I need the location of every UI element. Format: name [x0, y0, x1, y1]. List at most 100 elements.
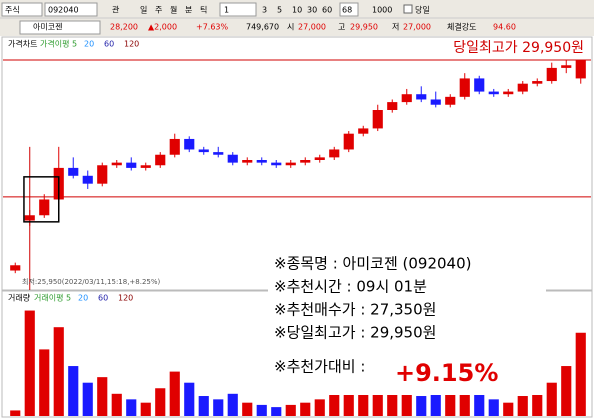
- volume-bar: [401, 393, 412, 416]
- candle-body: [358, 128, 369, 134]
- interval-button[interactable]: 60: [322, 6, 332, 15]
- candle-body: [532, 81, 543, 84]
- market: 주식: [5, 6, 20, 15]
- candle-body: [227, 154, 238, 163]
- volume-bar: [169, 371, 180, 416]
- period-button[interactable]: 일: [140, 6, 147, 15]
- candle-body: [10, 265, 21, 271]
- watch-button[interactable]: 관: [112, 5, 120, 15]
- candle-body: [387, 102, 398, 110]
- today-checkbox[interactable]: [403, 4, 413, 14]
- open: 27,000: [298, 23, 326, 32]
- name-box: [19, 20, 101, 35]
- interval-button[interactable]: 30: [307, 6, 317, 15]
- volume-bar: [184, 382, 195, 416]
- rate: +7.63%: [196, 23, 229, 32]
- candle-body: [430, 99, 441, 105]
- volume-bar: [126, 399, 137, 416]
- candle-body: [416, 94, 427, 100]
- high: 29,950: [350, 23, 378, 32]
- legend-entry: 60: [104, 40, 114, 49]
- count: 68: [342, 6, 352, 15]
- today: 당일: [415, 5, 430, 15]
- overlay-highlight: +9.15%: [395, 359, 498, 387]
- overlay-line: ※당일최고가 : 29,950원: [274, 324, 436, 342]
- market-select[interactable]: [1, 2, 43, 17]
- price: 28,200: [110, 23, 138, 32]
- candle-body: [329, 149, 340, 158]
- candle-body: [256, 160, 267, 163]
- candle-body: [140, 165, 151, 168]
- candle-body: [445, 96, 456, 105]
- volume-bar: [271, 407, 282, 416]
- volume-bar: [459, 377, 470, 416]
- volume-bar: [343, 382, 354, 416]
- candle-body: [213, 152, 224, 155]
- interval-buttons: 3 5 10 30 60: [262, 6, 332, 15]
- period-button[interactable]: 분: [185, 6, 192, 15]
- volume-bar: [227, 393, 238, 416]
- legend-entry: 60: [98, 294, 108, 303]
- legend-entry: 120: [118, 294, 133, 303]
- volume-bar: [97, 377, 108, 416]
- change: ▲2,000: [148, 23, 177, 32]
- count-input[interactable]: [339, 2, 359, 17]
- volume-bar: [256, 404, 267, 416]
- candle-body: [517, 83, 528, 92]
- high-label: 당일최고가 29,950원: [453, 40, 584, 56]
- code: 092040: [48, 6, 79, 15]
- volume-bar: [358, 377, 369, 416]
- overlay: ※종목명 : 아미코젠 (092040) ※추천시간 : 09시 01분 ※추천매수…: [274, 255, 498, 388]
- volume-bar: [198, 396, 209, 416]
- overlay-line: ※추천시간 : 09시 01분: [274, 278, 427, 296]
- candle-body: [111, 162, 122, 166]
- volume-bar: [140, 402, 151, 416]
- volume-bar: [445, 384, 456, 416]
- legend-entry: 가격차트: [8, 39, 37, 49]
- candle-body: [401, 94, 412, 103]
- signal-box: [23, 176, 60, 223]
- candle-body: [314, 157, 325, 160]
- legend-entry: 20: [84, 40, 94, 49]
- candle-body: [242, 160, 253, 163]
- period-button[interactable]: 틱: [200, 5, 207, 15]
- low-label: 저: [392, 23, 399, 32]
- volume-bar: [532, 393, 543, 416]
- volume-bar: [430, 391, 441, 416]
- unit-select[interactable]: [219, 2, 257, 17]
- candle-body: [561, 65, 572, 68]
- candle-body: [300, 160, 311, 163]
- candle-body: [82, 175, 93, 184]
- interval-button[interactable]: 3: [262, 6, 267, 15]
- volume-bar: [517, 396, 528, 416]
- volume-bar: [416, 396, 427, 416]
- candle-body: [126, 162, 137, 168]
- volume-bar: [387, 382, 398, 416]
- candle-body: [68, 167, 79, 176]
- volume-bar: [10, 410, 21, 416]
- plot: 가격차트 가격이평 5 20 60 120 당일최고가 29,950원최저:25,950(…: [3, 39, 591, 416]
- period-button[interactable]: 월: [170, 5, 177, 15]
- legend-entry: 20: [78, 294, 88, 303]
- legend-entry: 가격이평 5: [40, 39, 77, 49]
- code-input[interactable]: [44, 2, 98, 17]
- candle-body: [198, 149, 209, 153]
- candle-body: [271, 162, 282, 166]
- volume-bar: [300, 402, 311, 416]
- overlay-line: ※종목명 : 아미코젠 (092040): [274, 255, 472, 273]
- interval-button[interactable]: 10: [292, 6, 302, 15]
- overlay-line: ※추천가대비 :: [274, 358, 365, 376]
- period-button[interactable]: 주: [155, 6, 162, 15]
- legend-entry: 120: [124, 40, 139, 49]
- volume-bar: [24, 310, 35, 416]
- volume-bar: [68, 366, 79, 416]
- candle-body: [97, 165, 108, 184]
- volume-bar: [314, 399, 325, 416]
- low: 27,000: [403, 23, 431, 32]
- interval-button[interactable]: 5: [277, 6, 282, 15]
- legend-entry: 거래량: [8, 293, 31, 303]
- candle-body: [474, 78, 485, 92]
- overlay-box: [268, 243, 546, 395]
